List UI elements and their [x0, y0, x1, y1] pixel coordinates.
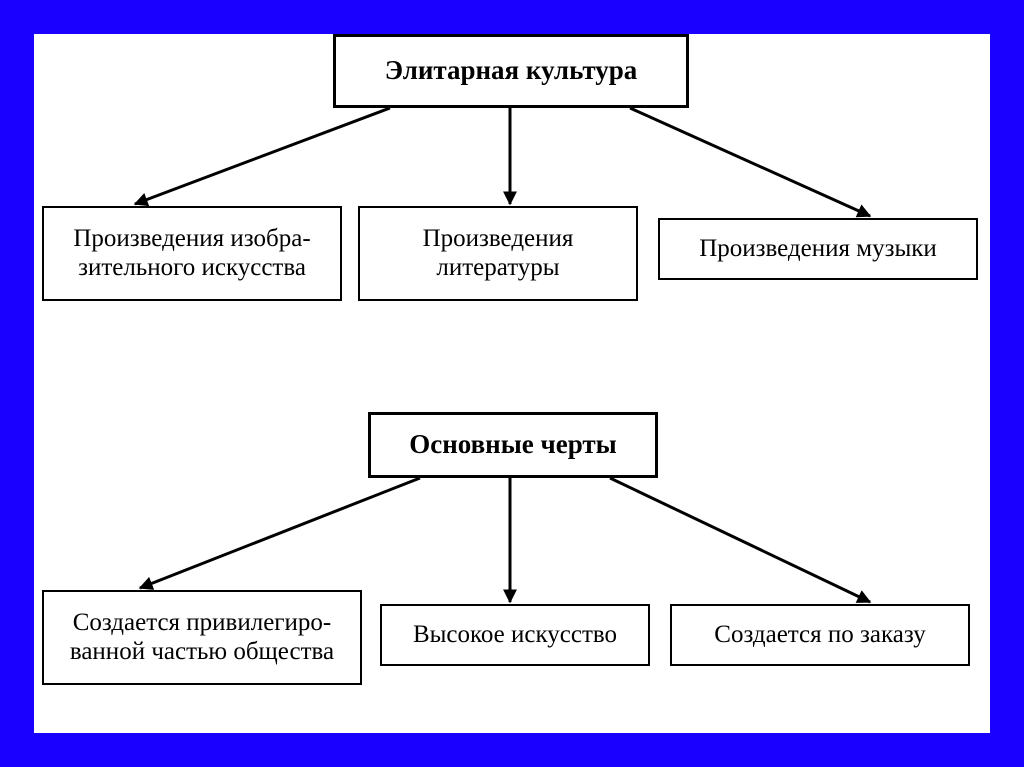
diagram-container: Элитарная культура Произведения изобра-з… — [0, 0, 1024, 767]
child-box-privileged: Создается привилегиро-ванной частью обще… — [42, 590, 362, 685]
child-box-high-art: Высокое искусство — [380, 604, 650, 666]
root-label: Основные черты — [409, 429, 617, 460]
child-label: Произведения изобра-зительного искусства — [73, 225, 310, 283]
root-box-elite-culture: Элитарная культура — [333, 34, 689, 108]
child-box-to-order: Создается по заказу — [670, 604, 970, 666]
child-box-literature: Произведениялитературы — [358, 206, 638, 301]
root-label: Элитарная культура — [385, 55, 638, 86]
child-box-visual-art: Произведения изобра-зительного искусства — [42, 206, 342, 301]
child-label: Произведения музыки — [699, 235, 937, 264]
child-label: Создается по заказу — [714, 621, 925, 650]
root-box-main-traits: Основные черты — [368, 412, 658, 478]
child-box-music: Произведения музыки — [658, 218, 978, 280]
child-label: Высокое искусство — [413, 621, 617, 650]
child-label: Произведениялитературы — [423, 225, 574, 283]
child-label: Создается привилегиро-ванной частью обще… — [70, 609, 334, 667]
